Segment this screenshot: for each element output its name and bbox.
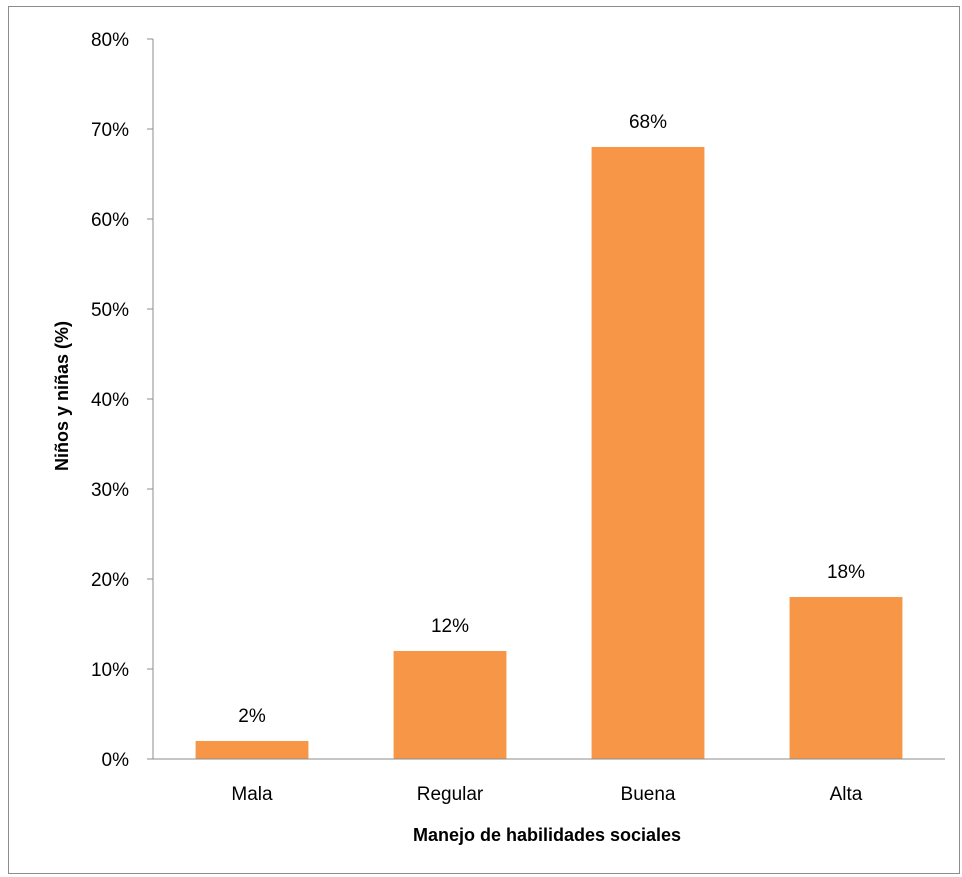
y-tick-label: 30% [91, 480, 129, 501]
y-tick-label: 80% [91, 30, 129, 51]
y-tick-label: 70% [91, 120, 129, 141]
data-label: 12% [431, 616, 469, 637]
data-label: 2% [238, 706, 266, 727]
bars [195, 147, 903, 759]
data-labels: 2% 12% 68% 18% [238, 112, 865, 727]
bar-alta [789, 597, 903, 759]
y-tick-label: 40% [91, 390, 129, 411]
y-tick-label: 0% [102, 750, 130, 771]
x-category-label: Regular [417, 784, 484, 805]
x-axis-categories: Mala Regular Buena Alta [231, 784, 862, 805]
y-tick-label: 20% [91, 570, 129, 591]
x-axis-title: Manejo de habilidades sociales [413, 825, 681, 845]
y-tick-label: 50% [91, 300, 129, 321]
x-category-label: Alta [830, 784, 863, 805]
x-category-label: Buena [621, 784, 676, 805]
y-axis-ticks: 0% 10% 20% 30% 40% 50% 60% 70% 80% [91, 30, 153, 771]
bar-buena [591, 147, 705, 759]
x-category-label: Mala [231, 784, 273, 805]
y-tick-label: 60% [91, 210, 129, 231]
data-label: 18% [827, 562, 865, 583]
y-tick-label: 10% [91, 660, 129, 681]
bar-regular [393, 651, 507, 759]
y-axis-title: Niños y niñas (%) [52, 321, 72, 471]
data-label: 68% [629, 112, 667, 133]
bar-mala [195, 741, 309, 759]
